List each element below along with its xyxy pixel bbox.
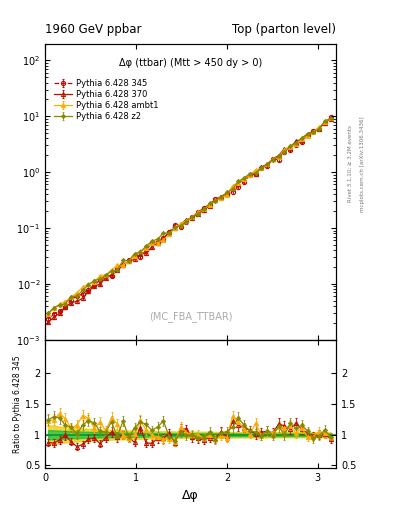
Legend: Pythia 6.428 345, Pythia 6.428 370, Pythia 6.428 ambt1, Pythia 6.428 z2: Pythia 6.428 345, Pythia 6.428 370, Pyth… [52,77,160,123]
X-axis label: Δφ: Δφ [182,489,199,502]
Text: 1960 GeV ppbar: 1960 GeV ppbar [45,23,142,36]
Text: (MC_FBA_TTBAR): (MC_FBA_TTBAR) [149,311,232,322]
Text: Rivet 3.1.10; ≥ 3.2M events: Rivet 3.1.10; ≥ 3.2M events [348,125,353,202]
Text: Top (parton level): Top (parton level) [232,23,336,36]
Text: Δφ (ttbar) (Mtt > 450 dy > 0): Δφ (ttbar) (Mtt > 450 dy > 0) [119,58,262,68]
Text: mcplots.cern.ch [arXiv:1306.3436]: mcplots.cern.ch [arXiv:1306.3436] [360,116,365,211]
Y-axis label: Ratio to Pythia 6.428 345: Ratio to Pythia 6.428 345 [13,355,22,453]
